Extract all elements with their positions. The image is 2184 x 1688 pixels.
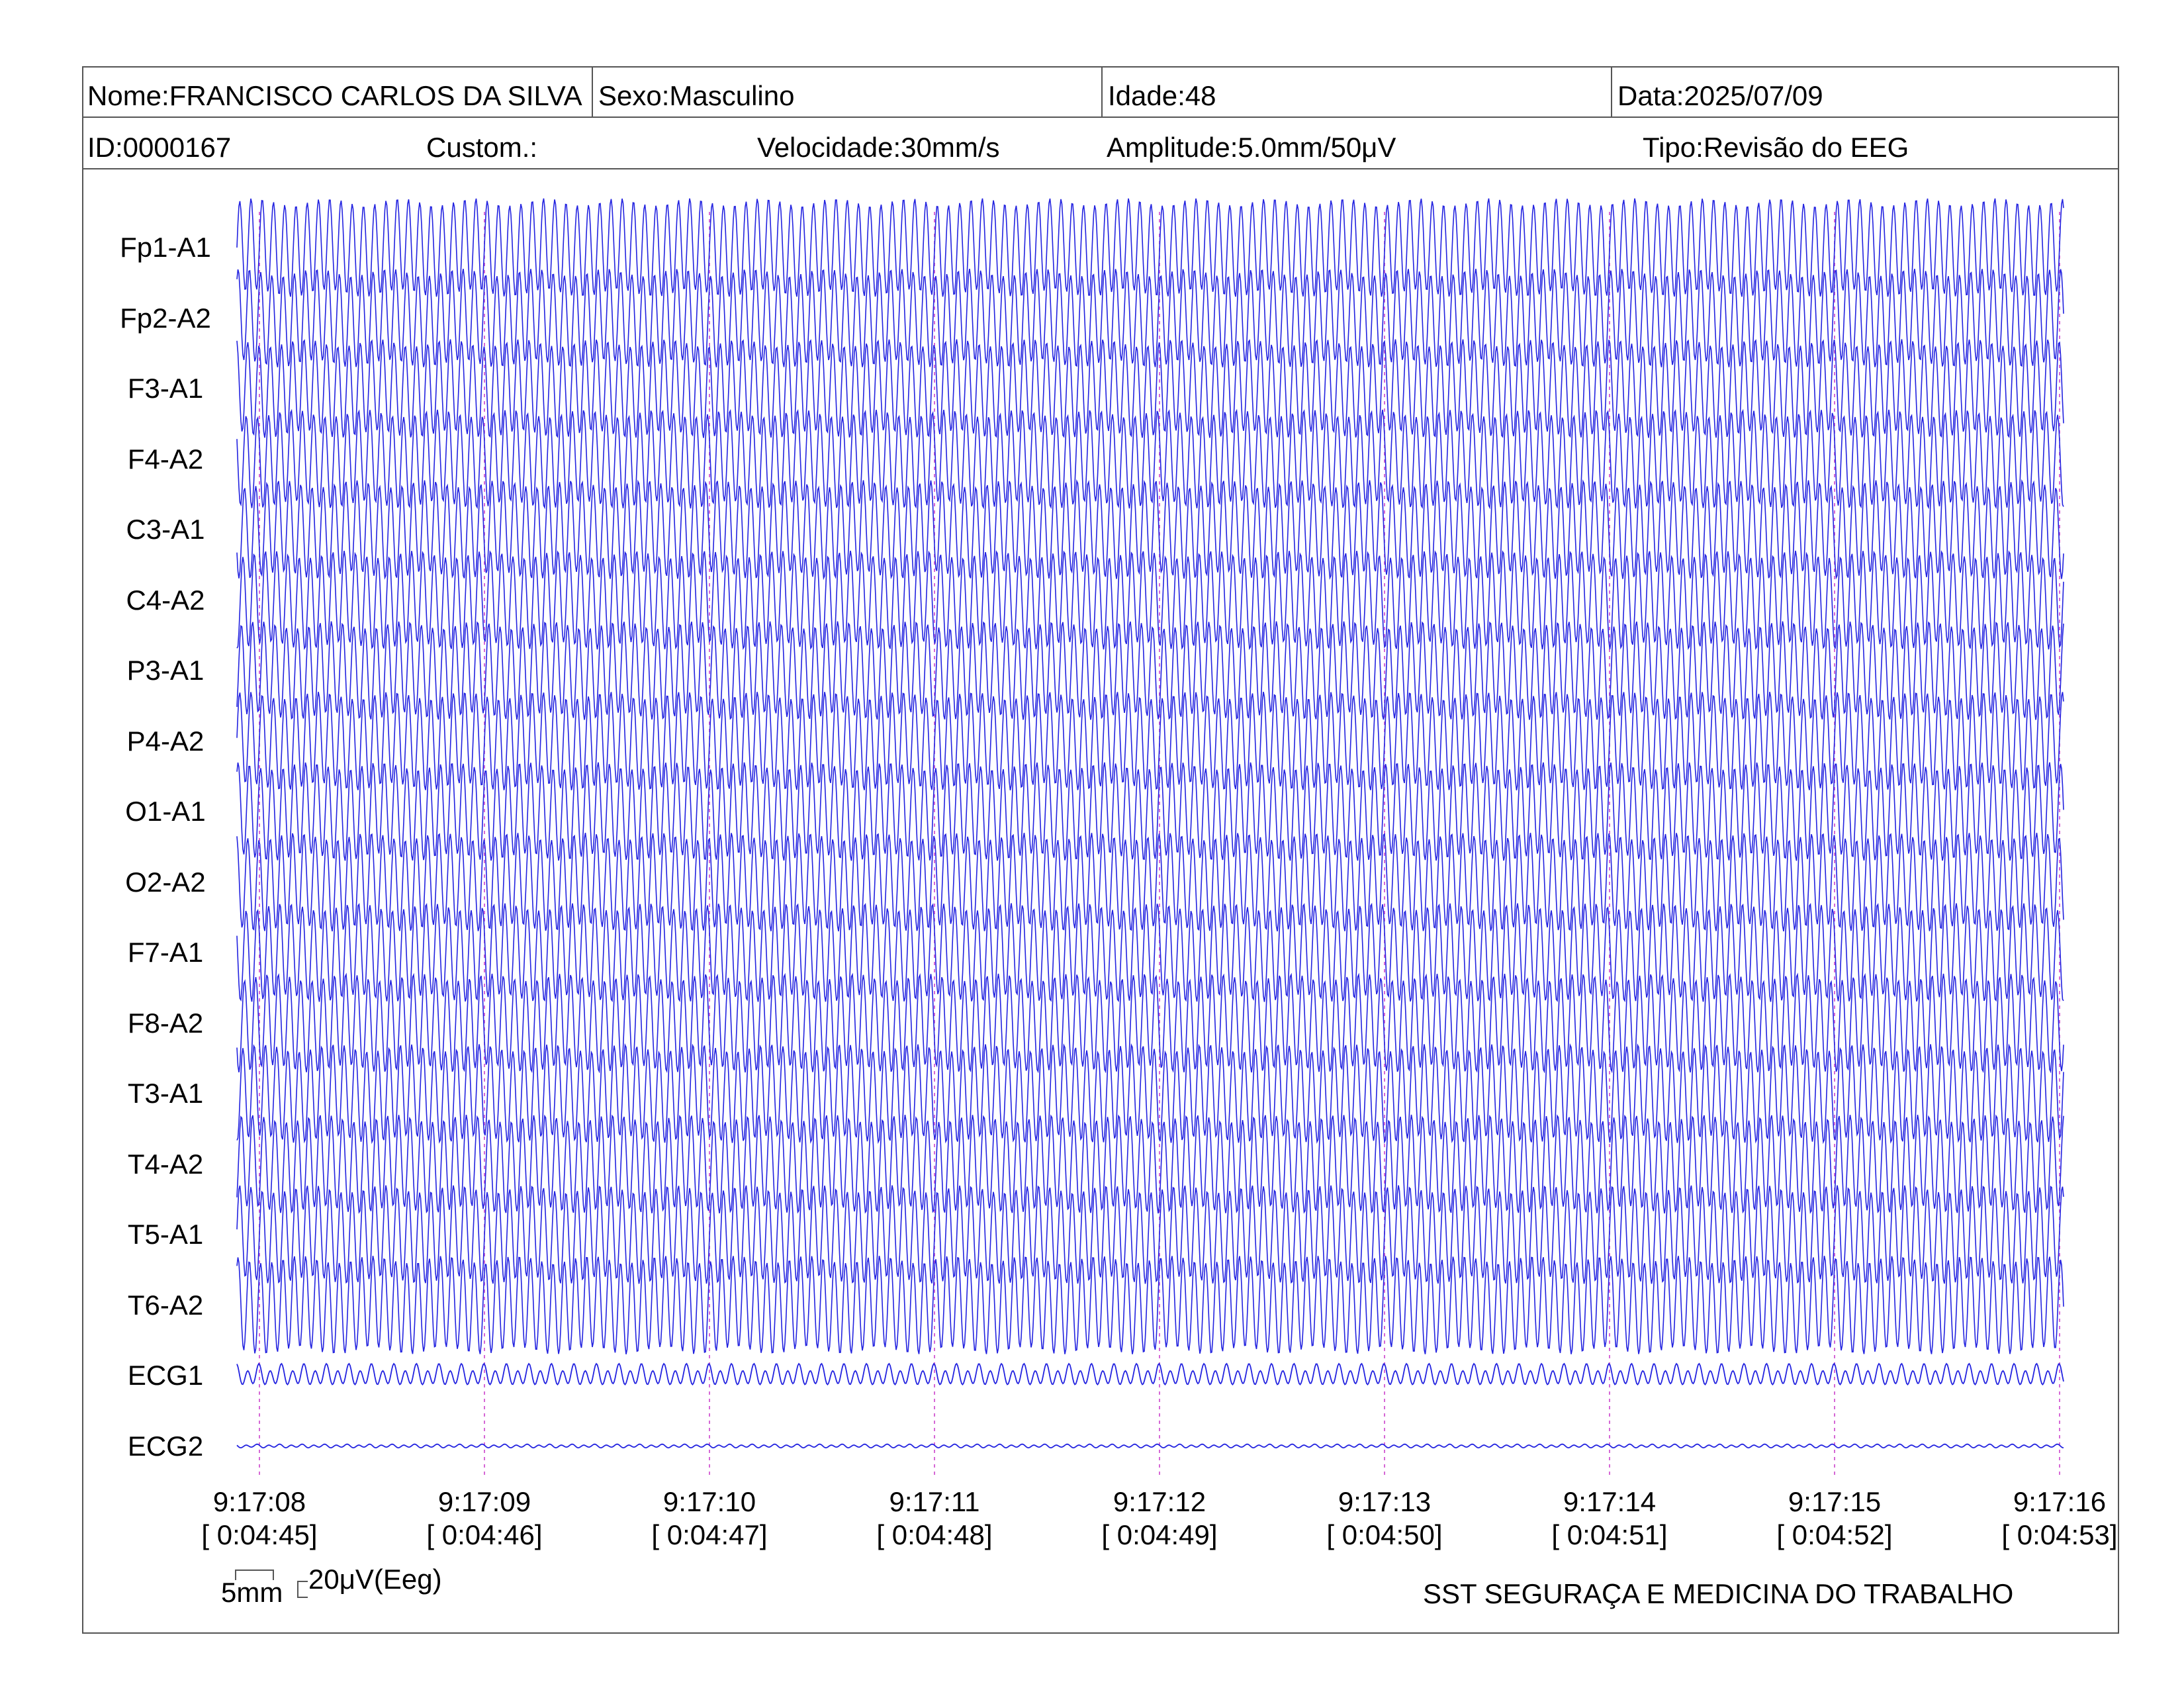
time-tick-clock: 9:17:14: [1563, 1486, 1657, 1517]
channel-trace-t5-a1: [236, 1185, 2064, 1284]
exam-date: Data:2025/07/09: [1611, 66, 2118, 117]
channel-trace-t3-a1: [236, 1043, 2064, 1145]
time-tick-elapsed: [ 0:04:50]: [1326, 1519, 1443, 1550]
channel-trace-ecg1: [236, 1362, 2064, 1386]
channel-trace-ecg2: [236, 1443, 2064, 1449]
patient-id: ID:0000167: [87, 132, 232, 163]
time-tick-clock: 9:17:16: [2013, 1486, 2107, 1517]
time-tick-label: 9:17:10[ 0:04:47]: [623, 1485, 796, 1552]
channel-label: C4-A2: [126, 584, 205, 616]
patient-name: Nome:FRANCISCO CARLOS DA SILVA: [87, 80, 582, 111]
channel-label: F7-A1: [127, 937, 204, 968]
channel-label: O2-A2: [125, 866, 206, 898]
channel-trace-p3-a1: [236, 621, 2064, 720]
channel-label: F4-A2: [127, 443, 204, 475]
time-tick-elapsed: [ 0:04:45]: [201, 1519, 318, 1550]
custom-field: Custom.:: [426, 132, 538, 163]
channel-label: F3-A1: [127, 373, 204, 404]
time-tick-clock: 9:17:11: [889, 1486, 980, 1517]
time-tick-label: 9:17:13[ 0:04:50]: [1298, 1485, 1471, 1552]
company-name: SST SEGURAÇA E MEDICINA DO TRABALHO: [1423, 1578, 2014, 1609]
channel-trace-c4-a2: [236, 549, 2064, 651]
time-tick-label: 9:17:15[ 0:04:52]: [1749, 1485, 1921, 1552]
channel-trace-o2-a2: [236, 832, 2064, 932]
channel-label: ECG1: [127, 1360, 204, 1391]
time-tick-label: 9:17:16[ 0:04:53]: [1974, 1485, 2146, 1552]
time-tick-clock: 9:17:08: [212, 1486, 306, 1517]
time-tick-clock: 9:17:12: [1113, 1486, 1206, 1517]
scale-mm-bracket: [235, 1570, 274, 1580]
channel-trace-fp1-a1: [236, 198, 2064, 297]
header-row-2: ID:0000167 Custom.: Velocidade:30mm/s Am…: [82, 118, 2119, 169]
channel-trace-f4-a2: [236, 408, 2064, 510]
channel-label: F8-A2: [127, 1007, 204, 1039]
amplitude-setting: Amplitude:5.0mm/50μV: [1107, 132, 1396, 163]
scale-uv-bracket: [297, 1581, 308, 1598]
channel-label: Fp2-A2: [120, 302, 211, 334]
channel-label: ECG2: [127, 1430, 204, 1462]
time-tick-elapsed: [ 0:04:53]: [2001, 1519, 2118, 1550]
report-frame: [82, 66, 2119, 1634]
channel-trace-f7-a1: [236, 902, 2064, 1003]
channel-trace-f8-a2: [236, 972, 2064, 1074]
channel-label: T3-A1: [127, 1078, 204, 1109]
header-row-1: Nome:FRANCISCO CARLOS DA SILVA Sexo:Masc…: [82, 66, 2119, 118]
time-tick-elapsed: [ 0:04:49]: [1101, 1519, 1218, 1550]
time-tick-label: 9:17:11[ 0:04:48]: [848, 1485, 1021, 1552]
time-tick-clock: 9:17:10: [662, 1486, 756, 1517]
time-tick-elapsed: [ 0:04:46]: [426, 1519, 543, 1550]
channel-label: T4-A2: [127, 1148, 204, 1180]
channel-trace-t6-a2: [236, 1256, 2064, 1354]
scale-mm-label: 5mm: [221, 1577, 283, 1608]
patient-sex: Sexo:Masculino: [592, 66, 1101, 117]
channel-trace-fp2-a2: [236, 268, 2064, 367]
time-tick-clock: 9:17:09: [437, 1486, 531, 1517]
time-tick-elapsed: [ 0:04:47]: [651, 1519, 768, 1550]
channel-label: O1-A1: [125, 796, 206, 827]
time-tick-label: 9:17:08[ 0:04:45]: [173, 1485, 345, 1552]
time-tick-elapsed: [ 0:04:52]: [1776, 1519, 1893, 1550]
channel-label: P4-A2: [126, 725, 205, 757]
time-tick-elapsed: [ 0:04:48]: [876, 1519, 993, 1550]
channel-trace-c3-a1: [236, 479, 2064, 581]
channel-label: P3-A1: [126, 655, 205, 686]
time-tick-clock: 9:17:13: [1338, 1486, 1432, 1517]
speed-setting: Velocidade:30mm/s: [757, 132, 1000, 163]
time-tick-clock: 9:17:15: [1788, 1486, 1882, 1517]
channel-trace-t4-a2: [236, 1114, 2064, 1214]
time-tick-label: 9:17:14[ 0:04:51]: [1524, 1485, 1696, 1552]
time-tick-label: 9:17:09[ 0:04:46]: [398, 1485, 570, 1552]
time-tick-elapsed: [ 0:04:51]: [1551, 1519, 1668, 1550]
exam-type: Tipo:Revisão do EEG: [1643, 132, 1909, 163]
channel-label: C3-A1: [126, 514, 205, 545]
channel-trace-p4-a2: [236, 692, 2064, 790]
channel-trace-o1-a1: [236, 762, 2064, 861]
patient-age: Idade:48: [1101, 66, 1611, 117]
scale-uv-label: 20μV(Eeg): [308, 1564, 442, 1595]
channel-label: Fp1-A1: [120, 232, 211, 263]
channel-trace-f3-a1: [236, 339, 2064, 438]
channel-label: T5-A1: [127, 1219, 204, 1250]
channel-label: T6-A2: [127, 1289, 204, 1321]
time-tick-label: 9:17:12[ 0:04:49]: [1073, 1485, 1246, 1552]
